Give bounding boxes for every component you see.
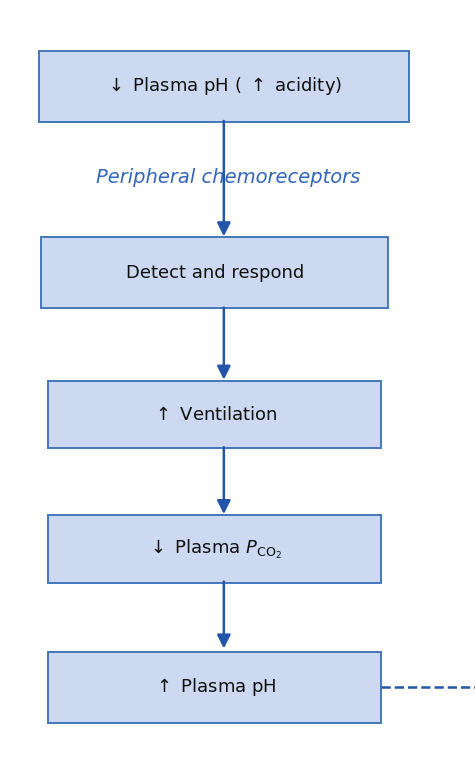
Text: $\uparrow$ Plasma pH: $\uparrow$ Plasma pH — [153, 676, 276, 698]
Text: Peripheral chemoreceptors: Peripheral chemoreceptors — [96, 168, 361, 187]
Text: $\downarrow$ Plasma pH ( $\uparrow$ acidity): $\downarrow$ Plasma pH ( $\uparrow$ acid… — [105, 75, 342, 97]
FancyBboxPatch shape — [48, 652, 381, 722]
FancyBboxPatch shape — [39, 50, 408, 121]
FancyBboxPatch shape — [48, 381, 381, 448]
Text: Detect and respond: Detect and respond — [125, 264, 304, 282]
Text: $\downarrow$ Plasma $\mathit{P}_{\mathregular{CO_2}}$: $\downarrow$ Plasma $\mathit{P}_{\mathre… — [147, 537, 282, 561]
Text: $\uparrow$ Ventilation: $\uparrow$ Ventilation — [152, 405, 277, 424]
FancyBboxPatch shape — [41, 237, 388, 308]
FancyBboxPatch shape — [48, 515, 381, 583]
